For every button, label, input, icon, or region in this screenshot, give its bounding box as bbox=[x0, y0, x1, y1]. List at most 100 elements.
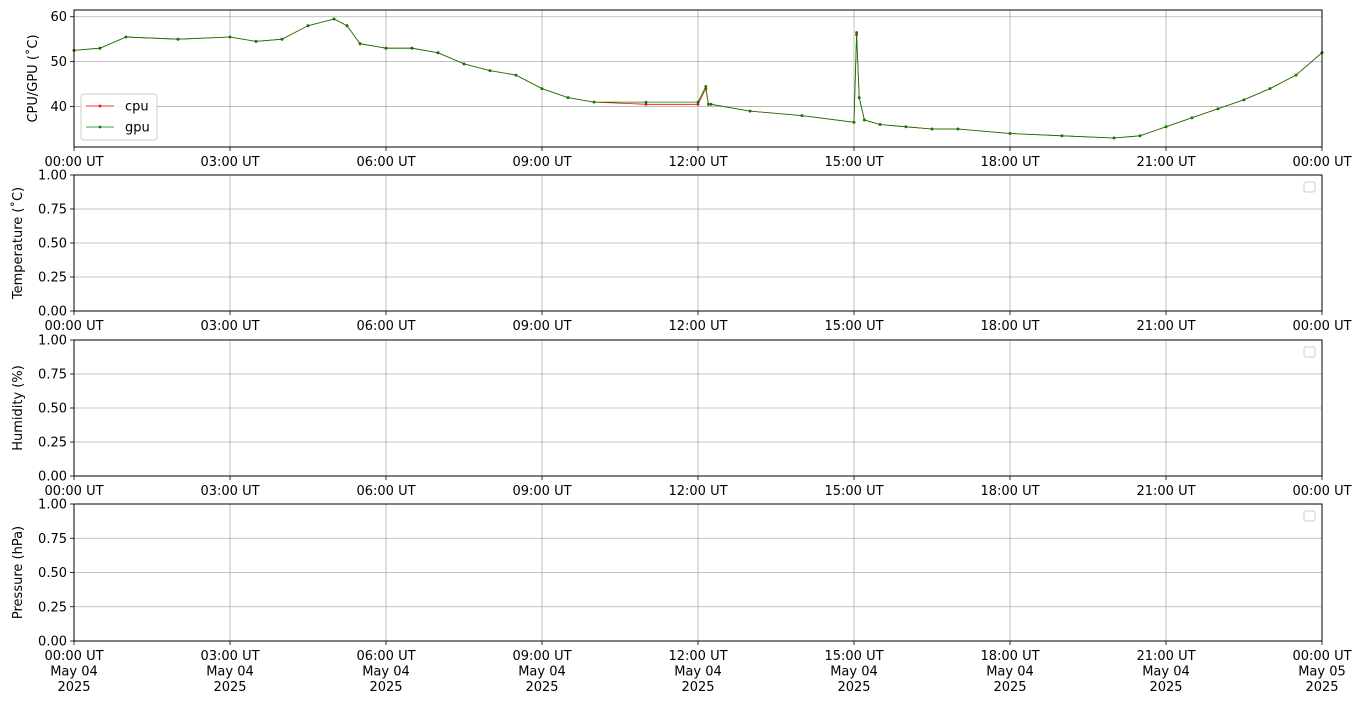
x-tick-label: 00:00 UT bbox=[1292, 484, 1351, 499]
x-tick-label: 21:00 UT bbox=[1136, 155, 1195, 170]
data-point-gpu bbox=[1008, 132, 1012, 135]
x-tick-label: 18:00 UT bbox=[980, 155, 1039, 170]
x-tick-label: 12:00 UT May 04 2025 bbox=[668, 649, 727, 695]
x-tick-label: 00:00 UT bbox=[1292, 155, 1351, 170]
x-tick-label: 00:00 UT bbox=[44, 155, 103, 170]
y-tick-label: 1.00 bbox=[38, 334, 67, 349]
data-point-gpu bbox=[857, 96, 861, 99]
data-point-gpu bbox=[904, 125, 908, 129]
empty-legend-box bbox=[1303, 510, 1316, 522]
y-tick-label: 0.00 bbox=[38, 470, 67, 485]
data-point-gpu bbox=[436, 51, 440, 55]
y-tick-label: 0.75 bbox=[38, 532, 67, 547]
x-tick-label: 18:00 UT bbox=[980, 319, 1039, 334]
y-tick-label: 0.00 bbox=[38, 305, 67, 320]
data-point-gpu bbox=[384, 46, 388, 50]
series-line-gpu bbox=[73, 18, 1323, 139]
y-tick-label: 0.75 bbox=[38, 368, 67, 383]
y-tick-label: 0.50 bbox=[38, 237, 67, 252]
x-tick-label: 12:00 UT bbox=[668, 319, 727, 334]
data-point-gpu bbox=[462, 62, 466, 66]
x-tick-label: 09:00 UT bbox=[512, 155, 571, 170]
x-tick-label: 12:00 UT bbox=[668, 484, 727, 499]
data-point-gpu bbox=[1164, 125, 1168, 129]
data-point-gpu bbox=[176, 37, 180, 41]
x-tick-label: 18:00 UT May 04 2025 bbox=[980, 649, 1039, 695]
panel-1: 40 50 60 00:00 UT 03:00 UT 06:00 UT 09:00 UT 12… bbox=[25, 9, 1352, 170]
data-point-gpu bbox=[254, 40, 258, 43]
x-tick-label: 00:00 UT bbox=[1292, 319, 1351, 334]
data-point-gpu bbox=[1190, 116, 1194, 120]
panel-3: 0.00 0.25 0.50 0.75 1.00 00:00 UT 03:00 UT 06:0… bbox=[11, 334, 1352, 500]
data-point-gpu bbox=[1138, 134, 1142, 138]
data-point-gpu bbox=[855, 31, 858, 34]
x-tick-label: 03:00 UT bbox=[200, 319, 259, 334]
y-tick-label: 1.00 bbox=[38, 169, 67, 184]
data-point-gpu bbox=[930, 127, 934, 131]
data-point-gpu bbox=[345, 24, 349, 28]
y-axis-label: Temperature (˚C) bbox=[10, 187, 26, 300]
data-point-gpu bbox=[488, 69, 492, 72]
y-tick-label: 0.25 bbox=[38, 600, 67, 615]
x-tick-label: 15:00 UT bbox=[824, 155, 883, 170]
data-point-gpu bbox=[878, 123, 882, 126]
y-tick-label: 0.50 bbox=[38, 402, 67, 417]
y-tick-label: 0.75 bbox=[38, 203, 67, 218]
x-tick-label: 06:00 UT May 04 2025 bbox=[356, 649, 415, 695]
x-tick-label: 06:00 UT bbox=[356, 484, 415, 499]
data-point-gpu bbox=[1268, 87, 1272, 90]
y-tick-label: 40 bbox=[50, 100, 67, 115]
data-point-gpu bbox=[98, 46, 102, 50]
x-tick-label: 03:00 UT bbox=[200, 484, 259, 499]
x-tick-label: 21:00 UT bbox=[1136, 319, 1195, 334]
data-point-gpu bbox=[358, 42, 362, 46]
x-tick-label: 12:00 UT bbox=[668, 155, 727, 170]
y-tick-label: 60 bbox=[50, 10, 67, 25]
x-tick-label: 00:00 UT May 05 2025 bbox=[1292, 649, 1351, 695]
x-tick-label: 09:00 UT bbox=[512, 484, 571, 499]
data-point-gpu bbox=[696, 100, 700, 104]
x-tick-label: 21:00 UT May 04 2025 bbox=[1136, 649, 1195, 695]
data-point-gpu bbox=[800, 114, 804, 117]
y-tick-label: 0.25 bbox=[38, 271, 67, 286]
data-point-gpu bbox=[1112, 136, 1116, 140]
data-point-gpu bbox=[306, 24, 310, 28]
data-point-gpu bbox=[410, 46, 414, 50]
data-point-gpu bbox=[852, 120, 856, 124]
x-tick-label: 00:00 UT May 04 2025 bbox=[44, 649, 103, 695]
x-tick-label: 00:00 UT bbox=[44, 319, 103, 334]
y-axis-label: Pressure (hPa) bbox=[11, 526, 26, 619]
x-tick-label: 15:00 UT bbox=[824, 319, 883, 334]
data-point-gpu bbox=[704, 85, 708, 88]
y-tick-label: 1.00 bbox=[38, 498, 67, 513]
data-point-gpu bbox=[956, 127, 960, 131]
y-axis-label: Humidity (%) bbox=[11, 365, 26, 451]
panel-2: 0.00 0.25 0.50 0.75 1.00 00:00 UT 03:00 UT 06:0… bbox=[10, 169, 1352, 335]
legend: cpu gpu bbox=[80, 93, 158, 141]
data-point-cpu bbox=[696, 102, 700, 106]
x-tick-label: 15:00 UT bbox=[824, 484, 883, 499]
data-point-gpu bbox=[1216, 107, 1220, 111]
data-point-gpu bbox=[1242, 98, 1246, 102]
data-point-cpu bbox=[644, 102, 648, 106]
x-tick-label: 09:00 UT bbox=[512, 319, 571, 334]
data-point-gpu bbox=[280, 37, 284, 41]
data-point-gpu bbox=[709, 102, 713, 106]
data-point-gpu bbox=[566, 96, 570, 99]
legend-label-cpu: cpu bbox=[125, 100, 149, 115]
data-point-gpu bbox=[707, 102, 710, 106]
y-axis-label: CPU/GPU (˚C) bbox=[25, 34, 41, 122]
x-tick-label: 15:00 UT May 04 2025 bbox=[824, 649, 883, 695]
y-tick-label: 0.50 bbox=[38, 566, 67, 581]
data-point-gpu bbox=[540, 87, 544, 90]
x-tick-label: 06:00 UT bbox=[356, 155, 415, 170]
x-tick-label: 03:00 UT May 04 2025 bbox=[200, 649, 259, 695]
y-tick-label: 0.00 bbox=[38, 635, 67, 650]
x-tick-label: 03:00 UT bbox=[200, 155, 259, 170]
data-point-gpu bbox=[863, 118, 866, 122]
data-point-gpu bbox=[592, 100, 596, 104]
empty-legend-box bbox=[1303, 346, 1316, 358]
data-point-gpu bbox=[332, 17, 336, 21]
data-point-gpu bbox=[644, 100, 648, 104]
data-point-gpu bbox=[1294, 73, 1298, 77]
